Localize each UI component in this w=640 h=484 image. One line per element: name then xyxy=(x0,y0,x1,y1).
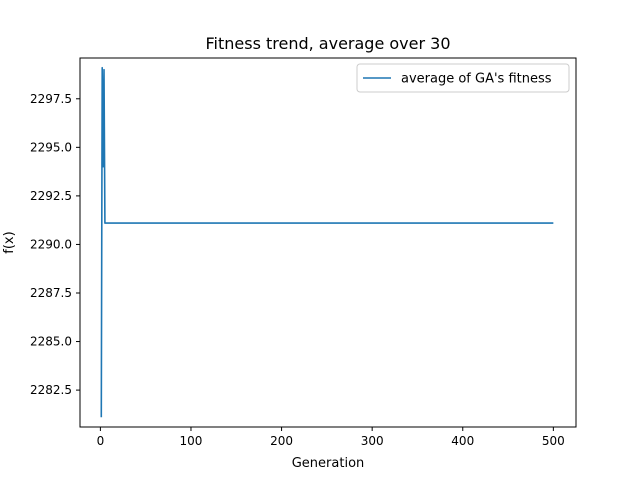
legend-label: average of GA's fitness xyxy=(401,72,552,87)
x-tick-label: 300 xyxy=(361,434,384,448)
axes: 0 100 200 300 400 500 2282.5 2285.0 2287.5 2290.0… xyxy=(30,57,577,448)
chart-title: Fitness trend, average over 30 xyxy=(205,34,450,53)
x-tick-label: 500 xyxy=(542,434,565,448)
y-tick-label: 2295.0 xyxy=(30,140,72,154)
x-tick-label: 400 xyxy=(451,434,474,448)
y-tick-label: 2282.5 xyxy=(30,383,72,397)
legend-box xyxy=(356,63,570,93)
y-tick-label: 2287.5 xyxy=(30,286,72,300)
legend: average of GA's fitness xyxy=(356,63,570,93)
x-axis-label: Generation xyxy=(292,456,365,471)
x-tick-label: 100 xyxy=(180,434,203,448)
y-axis-label: f(x) xyxy=(2,231,17,253)
y-tick-label: 2292.5 xyxy=(30,189,72,203)
x-tick-label: 0 xyxy=(97,434,105,448)
y-tick-label: 2285.0 xyxy=(30,335,72,349)
series-line xyxy=(100,66,554,418)
axes-frame xyxy=(79,57,577,428)
x-tick-label: 200 xyxy=(270,434,293,448)
y-tick-label: 2290.0 xyxy=(30,237,72,251)
plot-area xyxy=(100,66,554,418)
y-tick-label: 2297.5 xyxy=(30,92,72,106)
